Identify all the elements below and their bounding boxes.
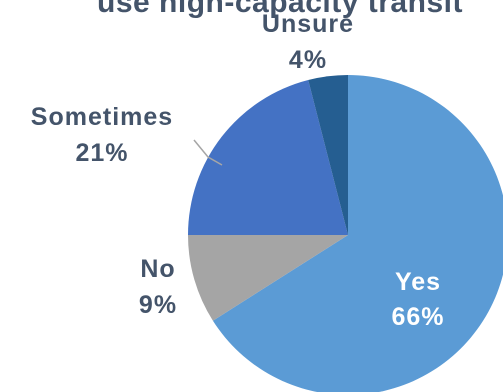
slice-label-sometimes: Sometimes <box>31 103 173 131</box>
pie-slice-no <box>188 235 348 321</box>
slice-label-unsure: Unsure <box>262 10 354 38</box>
chart-title: use high-capacity transit <box>97 0 463 19</box>
slice-value-unsure: 4% <box>289 46 327 74</box>
slice-value-sometimes: 21% <box>75 139 128 167</box>
slice-value-no: 9% <box>139 291 177 319</box>
slice-value-yes: 66% <box>391 303 444 331</box>
slice-label-yes: Yes <box>395 268 441 296</box>
pie-slice-sometimes <box>188 80 348 235</box>
leader-line-sometimes <box>193 139 223 166</box>
slice-label-no: No <box>140 255 175 283</box>
pie-slice-yes <box>212 75 503 392</box>
pie-slice-unsure <box>308 75 348 235</box>
